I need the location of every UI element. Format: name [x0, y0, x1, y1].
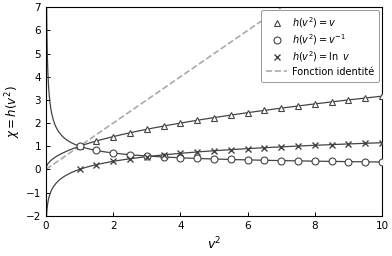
$h(v^2) = \ln\ v$: [296, 144, 300, 147]
$h(v^2) = v$: [380, 95, 385, 98]
$h(v^2) = \ln\ v$: [161, 153, 166, 156]
$h(v^2) = \ln\ v$: [346, 142, 351, 145]
$h(v^2) = v^{-1}$: [380, 161, 385, 164]
$h(v^2) = v^{-1}$: [329, 160, 334, 163]
$h(v^2) = \ln\ v$: [229, 148, 233, 151]
$h(v^2) = v$: [279, 106, 283, 110]
X-axis label: $v^2$: $v^2$: [207, 236, 221, 253]
$h(v^2) = v$: [144, 128, 149, 131]
$h(v^2) = v^{-1}$: [128, 153, 132, 156]
$h(v^2) = v^{-1}$: [296, 159, 300, 163]
$h(v^2) = v^{-1}$: [262, 159, 267, 162]
$h(v^2) = v^{-1}$: [279, 159, 283, 162]
$h(v^2) = v^{-1}$: [111, 152, 116, 155]
Line: $h(v^2) = \ln\ v$: $h(v^2) = \ln\ v$: [76, 139, 386, 173]
$h(v^2) = \ln\ v$: [380, 141, 385, 144]
$h(v^2) = v^{-1}$: [245, 158, 250, 162]
$h(v^2) = \ln\ v$: [128, 157, 132, 160]
$h(v^2) = v^{-1}$: [77, 145, 82, 148]
$h(v^2) = v$: [312, 102, 317, 105]
$h(v^2) = v$: [128, 131, 132, 134]
$h(v^2) = v$: [195, 119, 200, 122]
$h(v^2) = \ln\ v$: [94, 163, 99, 166]
$h(v^2) = \ln\ v$: [144, 155, 149, 158]
$h(v^2) = v^{-1}$: [229, 158, 233, 161]
$h(v^2) = v^{-1}$: [346, 160, 351, 163]
$h(v^2) = v$: [94, 140, 99, 143]
$h(v^2) = v$: [212, 116, 216, 119]
$h(v^2) = v^{-1}$: [212, 157, 216, 161]
$h(v^2) = \ln\ v$: [212, 149, 216, 152]
$h(v^2) = v$: [346, 98, 351, 101]
$h(v^2) = \ln\ v$: [363, 142, 368, 145]
$h(v^2) = \ln\ v$: [195, 151, 200, 154]
$h(v^2) = v^{-1}$: [312, 160, 317, 163]
$h(v^2) = v$: [262, 109, 267, 112]
Legend: $h(v^2) = v$, $h(v^2) = v^{-1}$, $h(v^2) = \ln\ v$, Fonction identité: $h(v^2) = v$, $h(v^2) = v^{-1}$, $h(v^2)…: [261, 10, 379, 82]
$h(v^2) = v$: [363, 97, 368, 100]
Line: $h(v^2) = v$: $h(v^2) = v$: [76, 93, 386, 150]
$h(v^2) = v$: [77, 145, 82, 148]
Y-axis label: $\chi = h(v^2)$: $\chi = h(v^2)$: [4, 85, 23, 138]
$h(v^2) = v^{-1}$: [195, 157, 200, 160]
$h(v^2) = v$: [245, 111, 250, 114]
$h(v^2) = v$: [296, 104, 300, 108]
$h(v^2) = v^{-1}$: [94, 149, 99, 152]
$h(v^2) = v^{-1}$: [144, 154, 149, 157]
$h(v^2) = v$: [161, 124, 166, 127]
$h(v^2) = v$: [111, 135, 116, 138]
$h(v^2) = v$: [329, 100, 334, 103]
$h(v^2) = v$: [178, 122, 183, 125]
$h(v^2) = v^{-1}$: [178, 156, 183, 159]
$h(v^2) = v$: [229, 114, 233, 117]
$h(v^2) = \ln\ v$: [312, 144, 317, 147]
$h(v^2) = v^{-1}$: [161, 155, 166, 158]
$h(v^2) = \ln\ v$: [111, 160, 116, 163]
$h(v^2) = v^{-1}$: [363, 160, 368, 163]
$h(v^2) = \ln\ v$: [77, 168, 82, 171]
Line: $h(v^2) = v^{-1}$: $h(v^2) = v^{-1}$: [76, 143, 386, 166]
$h(v^2) = \ln\ v$: [279, 145, 283, 148]
$h(v^2) = \ln\ v$: [329, 143, 334, 146]
$h(v^2) = \ln\ v$: [262, 146, 267, 149]
$h(v^2) = \ln\ v$: [245, 147, 250, 150]
$h(v^2) = \ln\ v$: [178, 152, 183, 155]
